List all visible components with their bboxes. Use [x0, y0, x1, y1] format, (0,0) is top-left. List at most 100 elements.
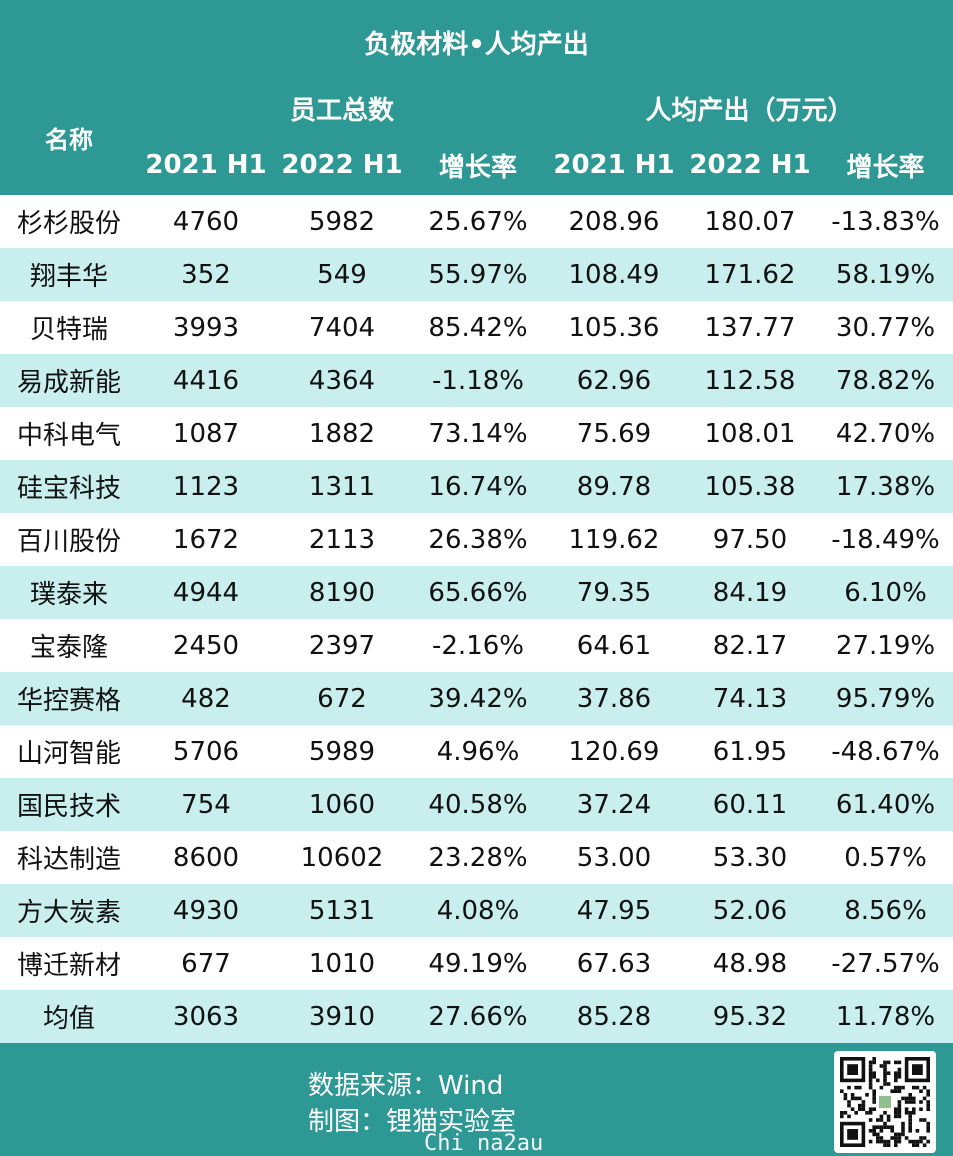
cell-output-2021: 79.35 [576, 577, 652, 608]
table-row: 宝泰隆 2450 2397 -2.16% 64.61 82.17 27.19% [0, 619, 953, 672]
cell-output-growth: 6.10% [844, 577, 927, 608]
cell-output-growth: -13.83% [831, 206, 940, 237]
cell-output-2021: 208.96 [568, 206, 660, 237]
cell-output-growth: -27.57% [831, 948, 940, 979]
cell-output-2021: 120.69 [568, 736, 660, 767]
cell-output-2022: 137.77 [704, 312, 796, 343]
cell-staff-2021: 352 [181, 259, 231, 290]
sub-header-output-2021: 2021 H1 [553, 150, 675, 180]
cell-staff-2022: 8190 [308, 577, 376, 608]
staff-group-header: 员工总数 [289, 95, 394, 126]
cell-name: 贝特瑞 [29, 315, 108, 345]
cell-staff-growth: 55.97% [428, 259, 528, 290]
cell-staff-2021: 1672 [172, 524, 240, 555]
cell-output-2021: 105.36 [568, 312, 660, 343]
cell-output-growth: 61.40% [835, 789, 936, 820]
cell-staff-growth: 4.96% [436, 736, 520, 767]
cell-output-growth: -18.49% [831, 524, 940, 555]
table-row: 百川股份 1672 2113 26.38% 119.62 97.50 -18.49% [0, 513, 953, 566]
cell-staff-2022: 2113 [308, 524, 376, 555]
cell-staff-growth: 26.38% [428, 524, 528, 555]
cell-staff-growth: 85.42% [428, 312, 528, 343]
cell-output-2021: 64.61 [576, 630, 652, 661]
table-row: 科达制造 8600 10602 23.28% 53.00 53.30 0.57% [0, 831, 953, 884]
sub-header-staff-growth: 增长率 [438, 152, 517, 183]
cell-output-2022: 112.58 [704, 365, 796, 396]
cell-name: 均值 [42, 1004, 95, 1034]
cell-staff-2022: 549 [317, 259, 367, 290]
cell-staff-2022: 1882 [308, 418, 376, 449]
cell-staff-2021: 8600 [172, 842, 240, 873]
table-row: 易成新能 4416 4364 -1.18% 62.96 112.58 78.82% [0, 354, 953, 407]
cell-staff-growth: -1.18% [432, 365, 524, 396]
cell-staff-growth: 73.14% [428, 418, 528, 449]
table-row: 贝特瑞 3993 7404 85.42% 105.36 137.77 30.77% [0, 301, 953, 354]
cell-output-2021: 85.28 [576, 1001, 652, 1032]
table-row: 中科电气 1087 1882 73.14% 75.69 108.01 42.70% [0, 407, 953, 460]
chart-maker: 制图：锂猫实验室 [308, 1107, 517, 1137]
cell-staff-2021: 482 [181, 683, 231, 714]
cell-output-growth: 17.38% [835, 471, 936, 502]
cell-output-2022: 171.62 [704, 259, 796, 290]
cell-name: 翔丰华 [29, 262, 108, 292]
cell-staff-2021: 1123 [172, 471, 240, 502]
cell-output-2022: 74.13 [712, 683, 788, 714]
cell-output-2022: 48.98 [712, 948, 788, 979]
table-row: 翔丰华 352 549 55.97% 108.49 171.62 58.19% [0, 248, 953, 301]
table-row: 杉杉股份 4760 5982 25.67% 208.96 180.07 -13.83% [0, 195, 953, 248]
cell-staff-2021: 4930 [172, 895, 240, 926]
cell-output-2022: 84.19 [712, 577, 788, 608]
cell-staff-growth: 39.42% [428, 683, 528, 714]
cell-staff-2021: 3993 [172, 312, 240, 343]
cell-staff-growth: 4.08% [436, 895, 520, 926]
cell-name: 科达制造 [16, 845, 121, 875]
cell-output-2021: 67.63 [576, 948, 652, 979]
cell-name: 杉杉股份 [16, 209, 121, 239]
table-row: 山河智能 5706 5989 4.96% 120.69 61.95 -48.67% [0, 725, 953, 778]
cell-staff-2021: 4944 [172, 577, 240, 608]
cell-output-2021: 62.96 [576, 365, 652, 396]
cell-name: 中科电气 [16, 421, 121, 451]
cell-staff-2022: 1060 [308, 789, 376, 820]
cell-output-growth: 42.70% [835, 418, 936, 449]
page-title: 负极材料•人均产出 [364, 29, 589, 60]
cell-name: 华控赛格 [16, 686, 121, 716]
cell-output-2022: 105.38 [704, 471, 796, 502]
cell-staff-2021: 5706 [172, 736, 240, 767]
table-body: 杉杉股份 4760 5982 25.67% 208.96 180.07 -13.83% 翔丰华… [0, 195, 953, 1043]
footer: 数据来源：Wind 制图：锂猫实验室 Chi na2au [0, 1043, 953, 1156]
table-row: 博迁新材 677 1010 49.19% 67.63 48.98 -27.57% [0, 937, 953, 990]
output-group-header: 人均产出（万元） [645, 95, 854, 126]
cell-output-2021: 119.62 [568, 524, 660, 555]
cell-staff-2021: 677 [181, 948, 231, 979]
cell-staff-2022: 10602 [300, 842, 384, 873]
cell-staff-2021: 754 [181, 789, 231, 820]
cell-staff-growth: -2.16% [432, 630, 524, 661]
cell-output-2021: 47.95 [576, 895, 652, 926]
cell-name: 方大炭素 [16, 898, 121, 928]
sub-header-staff-2022: 2022 H1 [281, 150, 403, 180]
watermark: Chi na2au [424, 1131, 544, 1156]
sub-header-output-growth: 增长率 [846, 152, 925, 183]
cell-staff-2022: 7404 [308, 312, 376, 343]
data-source: 数据来源：Wind [308, 1071, 504, 1101]
table-row: 璞泰来 4944 8190 65.66% 79.35 84.19 6.10% [0, 566, 953, 619]
cell-output-2022: 60.11 [712, 789, 788, 820]
cell-name: 硅宝科技 [16, 474, 121, 504]
cell-output-2022: 108.01 [704, 418, 796, 449]
cell-output-growth: 11.78% [835, 1001, 936, 1032]
cell-output-growth: 58.19% [835, 259, 936, 290]
cell-staff-growth: 65.66% [428, 577, 528, 608]
cell-output-2022: 53.30 [712, 842, 788, 873]
cell-output-2022: 52.06 [712, 895, 788, 926]
sub-header-output-2022: 2022 H1 [689, 150, 811, 180]
cell-name: 宝泰隆 [29, 633, 108, 663]
cell-name: 博迁新材 [16, 951, 121, 981]
cell-output-2022: 61.95 [712, 736, 788, 767]
cell-output-2021: 89.78 [576, 471, 652, 502]
table-row: 国民技术 754 1060 40.58% 37.24 60.11 61.40% [0, 778, 953, 831]
name-column-header: 名称 [45, 125, 93, 154]
cell-output-growth: 78.82% [835, 365, 936, 396]
cell-output-growth: 27.19% [835, 630, 936, 661]
cell-staff-2022: 1010 [308, 948, 376, 979]
